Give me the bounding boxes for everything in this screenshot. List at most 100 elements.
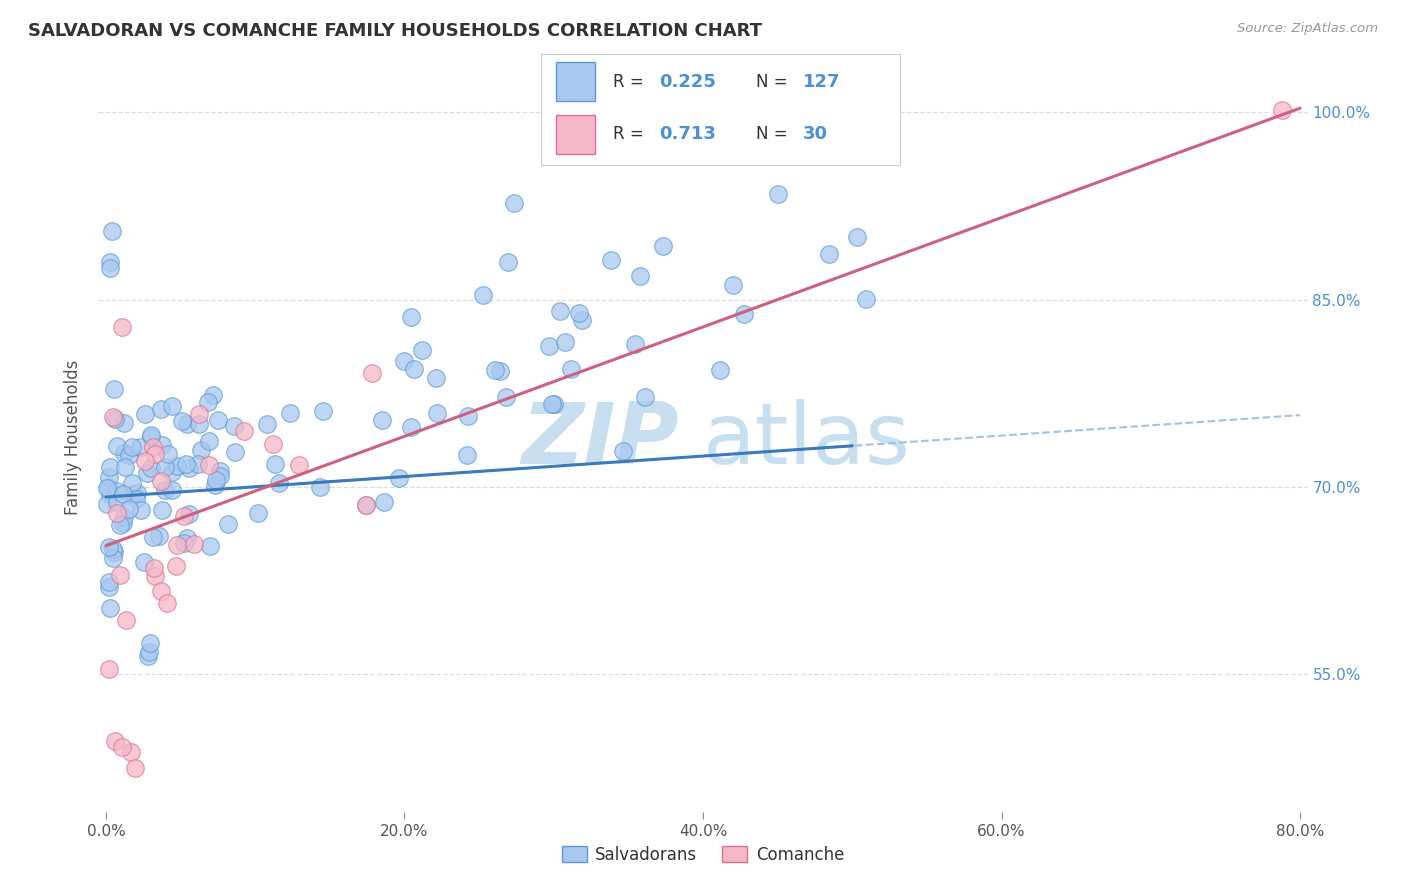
Point: [150, 503, 173, 517]
Point: [136, 648, 159, 663]
Point: [114, 460, 136, 475]
Point: [209, 464, 232, 478]
Point: [121, 476, 143, 491]
Point: [599, 253, 621, 268]
Point: [160, 399, 183, 413]
Point: [554, 334, 576, 349]
Point: [143, 568, 166, 582]
Text: SALVADORAN VS COMANCHE FAMILY HOUSEHOLDS CORRELATION CHART: SALVADORAN VS COMANCHE FAMILY HOUSEHOLDS…: [28, 22, 762, 40]
Point: [425, 371, 447, 385]
Point: [855, 293, 877, 307]
Point: [197, 395, 219, 409]
Point: [97, 575, 120, 590]
Point: [204, 477, 226, 491]
Point: [817, 247, 839, 261]
Point: [112, 417, 135, 431]
Point: [150, 438, 173, 452]
Point: [98, 540, 121, 554]
Point: [97, 663, 120, 677]
Point: [198, 458, 221, 472]
FancyBboxPatch shape: [555, 115, 595, 154]
Point: [112, 516, 135, 530]
Point: [103, 545, 125, 559]
Point: [101, 224, 124, 238]
Point: [100, 255, 122, 269]
Point: [183, 537, 205, 551]
Point: [98, 600, 121, 615]
Point: [142, 561, 165, 575]
Point: [150, 402, 173, 417]
Point: [634, 390, 657, 404]
Point: [571, 313, 593, 327]
Point: [288, 458, 311, 472]
Point: [143, 447, 166, 461]
Point: [165, 559, 187, 574]
Point: [139, 428, 162, 442]
Point: [111, 739, 134, 754]
Point: [269, 475, 291, 490]
Point: [120, 745, 142, 759]
Point: [209, 468, 232, 483]
Point: [187, 417, 209, 432]
Point: [489, 364, 512, 378]
Text: N =: N =: [756, 73, 793, 91]
Point: [114, 613, 136, 627]
Point: [262, 437, 284, 451]
Point: [217, 517, 239, 532]
Text: 30: 30: [803, 126, 828, 144]
Point: [98, 469, 121, 483]
Point: [103, 410, 125, 425]
Point: [541, 397, 564, 411]
Text: 0.713: 0.713: [659, 126, 717, 144]
Point: [224, 445, 246, 459]
Point: [207, 413, 229, 427]
Point: [97, 580, 120, 594]
Point: [179, 460, 201, 475]
Point: [103, 734, 125, 748]
Point: [166, 459, 188, 474]
Point: [354, 499, 377, 513]
Point: [160, 465, 183, 479]
Point: [354, 498, 377, 512]
Point: [138, 636, 160, 650]
Point: [134, 454, 156, 468]
Point: [392, 354, 415, 368]
Point: [388, 471, 411, 485]
Point: [103, 541, 125, 556]
Point: [104, 412, 127, 426]
Point: [112, 446, 135, 460]
Text: N =: N =: [756, 126, 793, 144]
Point: [118, 502, 141, 516]
Point: [166, 538, 188, 552]
Point: [361, 367, 384, 381]
Point: [153, 459, 176, 474]
Point: [139, 430, 162, 444]
Point: [498, 254, 520, 268]
Point: [142, 440, 165, 454]
Point: [538, 339, 561, 353]
Point: [98, 486, 121, 500]
Text: R =: R =: [613, 126, 650, 144]
Point: [173, 509, 195, 524]
Point: [177, 507, 200, 521]
Point: [173, 536, 195, 550]
Text: 127: 127: [803, 73, 841, 91]
Point: [112, 510, 135, 524]
Text: R =: R =: [613, 73, 650, 91]
Point: [628, 269, 651, 284]
Point: [624, 337, 647, 351]
Point: [176, 531, 198, 545]
Point: [142, 530, 165, 544]
Point: [100, 459, 122, 474]
Point: [111, 320, 134, 334]
Y-axis label: Family Households: Family Households: [65, 359, 83, 515]
Point: [721, 277, 744, 292]
Point: [560, 362, 582, 376]
Point: [202, 388, 225, 402]
Point: [205, 474, 228, 488]
Point: [141, 461, 163, 475]
Point: [222, 419, 245, 434]
Point: [124, 761, 146, 775]
Point: [103, 551, 125, 566]
Point: [568, 306, 591, 320]
